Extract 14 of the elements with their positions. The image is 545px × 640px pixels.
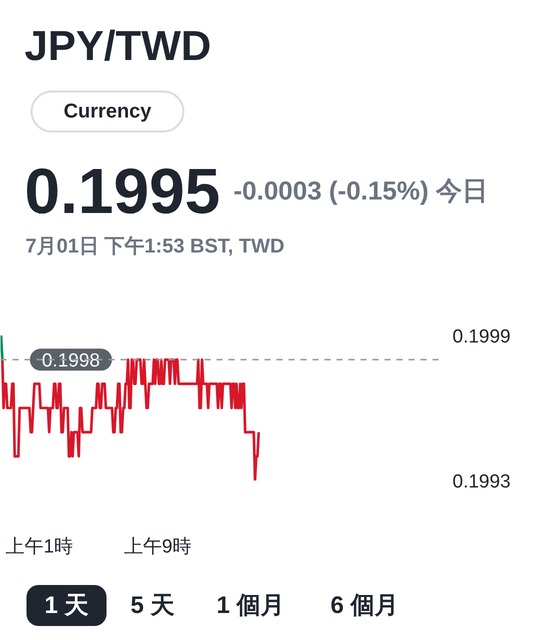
text: -0.0003 (-0.15%) 今日 bbox=[234, 176, 488, 206]
y-tick-label: 0.1999 bbox=[452, 326, 511, 348]
text: 5 天 bbox=[130, 592, 175, 619]
text: 1 個月 bbox=[216, 592, 285, 619]
x-tick-label: 上午1時 bbox=[6, 536, 74, 558]
text: 0.1995 bbox=[24, 155, 220, 227]
chart-title: JPY/TWD bbox=[24, 22, 212, 69]
ref-line-label: 0.1998 bbox=[42, 350, 100, 372]
text: 7月01日 下午1:53 BST, TWD bbox=[26, 236, 284, 258]
text: 1 天 bbox=[44, 592, 89, 619]
x-tick-label: 上午9時 bbox=[124, 536, 192, 558]
chart-subtitle: Currency bbox=[64, 100, 152, 122]
y-tick-label: 0.1993 bbox=[452, 472, 511, 492]
text: 6 個月 bbox=[330, 592, 399, 619]
